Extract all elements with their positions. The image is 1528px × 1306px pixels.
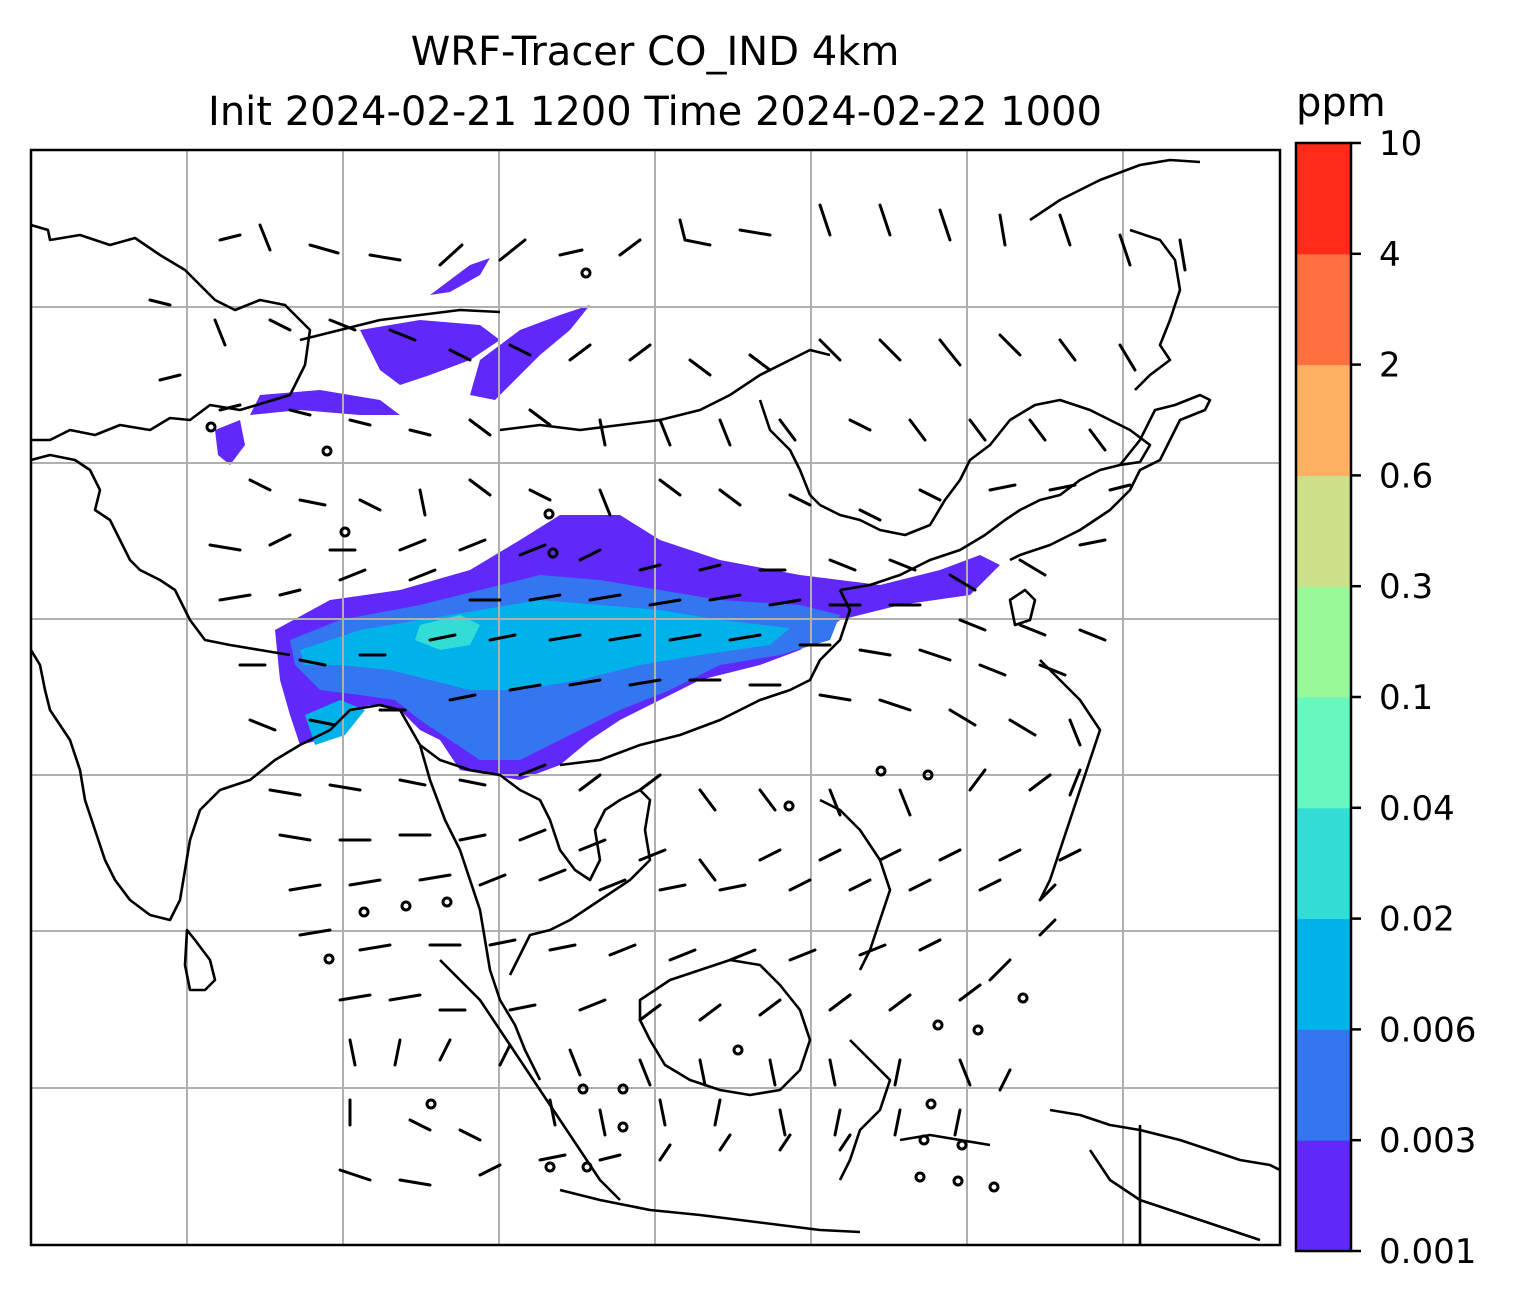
colorbar-swatch xyxy=(1296,586,1351,698)
colorbar-tick-label: 4 xyxy=(1379,235,1401,275)
colorbar-swatch xyxy=(1296,918,1351,1030)
plume-level-0.001-west xyxy=(215,420,245,465)
colorbar-swatch xyxy=(1296,1140,1351,1252)
colorbar-tick-label: 0.3 xyxy=(1379,567,1433,607)
map-coastlines xyxy=(31,158,1280,1245)
colorbar-swatch xyxy=(1296,807,1351,920)
map-title-line-1: WRF-Tracer CO_IND 4km xyxy=(410,29,900,75)
map-border xyxy=(29,148,1282,1247)
colorbar-swatch xyxy=(1296,1029,1351,1141)
wind-barbs xyxy=(148,203,1187,1187)
map-title-line-2: Init 2024-02-21 1200 Time 2024-02-22 100… xyxy=(208,89,1102,135)
plume-level-0.006 xyxy=(300,600,790,690)
calm-wind-markers xyxy=(205,267,1029,1193)
plume-level-0.001-north-b xyxy=(470,305,590,400)
colorbar-swatch xyxy=(1296,475,1351,587)
colorbar-swatch xyxy=(1296,364,1351,476)
colorbar-tick-label: 0.006 xyxy=(1379,1010,1476,1050)
colorbar-tick-label: 2 xyxy=(1379,346,1401,386)
colorbar-tick-label: 0.001 xyxy=(1379,1232,1476,1272)
colorbar-tick-label: 0.02 xyxy=(1379,900,1455,940)
map-gridlines xyxy=(31,150,1280,1245)
plume-level-0.001-north-c xyxy=(250,390,400,415)
colorbar-swatch xyxy=(1296,253,1351,366)
colorbar-tick-label: 0.1 xyxy=(1379,678,1433,718)
colorbar-tick-label: 0.04 xyxy=(1379,789,1455,829)
plume-level-0.001-north-d xyxy=(430,258,490,295)
colorbar-swatch xyxy=(1296,697,1351,809)
colorbar-swatch xyxy=(1296,143,1351,255)
colorbar-tick-label: 0.6 xyxy=(1379,456,1433,496)
colorbar: 0.001 0.003 0.006 0.02 0.04 0.1 0.3 0.6 2 4 10 xyxy=(1296,124,1476,1272)
colorbar-border xyxy=(1294,141,1353,1253)
colorbar-units-label: ppm xyxy=(1296,80,1386,126)
colorbar-tick-label: 10 xyxy=(1379,124,1422,164)
plume-level-0.001-north-a xyxy=(360,320,500,385)
colorbar-tick-label: 0.003 xyxy=(1379,1121,1476,1161)
